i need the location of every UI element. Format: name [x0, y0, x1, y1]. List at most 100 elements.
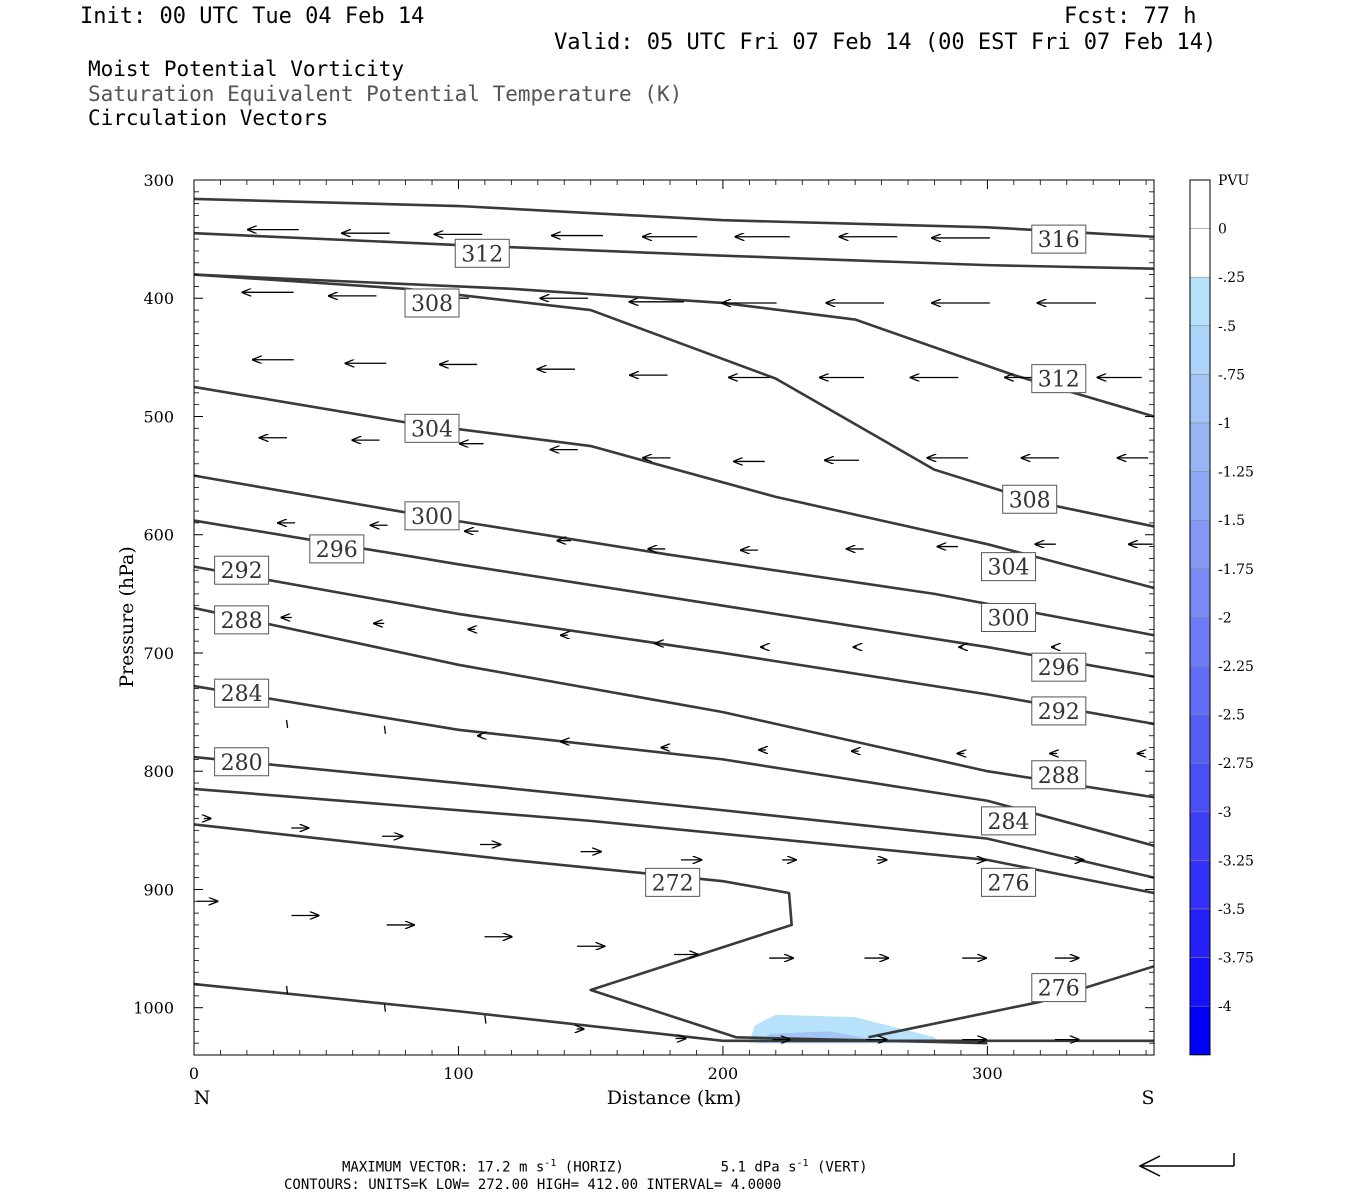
x-axis-left-end: N — [194, 1087, 211, 1109]
forecast-hour: Fcst: 77 h — [1064, 4, 1197, 29]
pv-colorbar: PVU 0 -.25 -.5 -.75 -1 -1.25 -1.5 -1.75 -2 -2.25 -… — [1189, 173, 1254, 1056]
contour-label-text: 288 — [221, 609, 263, 634]
y-tick-label: 800 — [143, 762, 174, 781]
contour-label-box — [981, 806, 1037, 836]
colorbar-swatch — [1189, 665, 1211, 715]
axis-ticks: 300 400 500 600 700 800 900 1000 0 100 200 300 — [133, 171, 1154, 1083]
contour-label-box — [1031, 696, 1087, 726]
contour-label-312: 312 — [1031, 364, 1087, 394]
colorbar-swatch — [1189, 179, 1211, 229]
colorbar-swatch — [1189, 519, 1211, 570]
colorbar-swatch — [1189, 617, 1211, 667]
colorbar-swatch — [1189, 860, 1211, 910]
contour-label-308: 308 — [404, 288, 460, 318]
y-tick-label: 600 — [143, 526, 174, 545]
y-axis-title: Pressure (hPa) — [116, 546, 138, 688]
contour-276 — [193, 787, 1155, 895]
contour-label-text: 276 — [1038, 977, 1080, 1002]
colorbar-label: -3.5 — [1218, 902, 1245, 918]
reference-vector — [1138, 1153, 1235, 1177]
colorbar-frame — [1189, 179, 1211, 1056]
colorbar-swatch — [1189, 471, 1211, 521]
colorbar-label: -2 — [1218, 610, 1232, 626]
max-vector-note: MAXIMUM VECTOR: 17.2 m s-1 (HORIZ) 5.1 d… — [342, 1158, 868, 1176]
contour-label-316: 316 — [1031, 224, 1087, 254]
contour-label-276: 276 — [1031, 973, 1087, 1003]
contour-label-276: 276 — [981, 867, 1037, 897]
contour-288 — [193, 606, 1155, 799]
contour-label-300: 300 — [404, 501, 460, 531]
contour-label-text: 312 — [461, 242, 503, 267]
contour-label-box — [309, 534, 365, 564]
contour-label-text: 272 — [652, 871, 694, 896]
x-tick-label: 100 — [443, 1064, 474, 1083]
contour-label-box — [981, 603, 1037, 632]
contour-label-text: 308 — [1009, 488, 1051, 513]
contour-label-text: 296 — [1038, 656, 1080, 681]
contour-label-text: 284 — [221, 682, 263, 707]
colorbar-label: -.75 — [1218, 367, 1245, 383]
contour-info: CONTOURS: UNITS=K LOW= 272.00 HIGH= 412.… — [284, 1177, 782, 1193]
colorbar-swatch — [1189, 714, 1211, 764]
contour-label-292: 292 — [214, 555, 270, 585]
contour-label-box — [1031, 760, 1087, 790]
colorbar-label: -3.75 — [1218, 951, 1254, 967]
colorbar-swatch — [1189, 811, 1211, 861]
x-tick-label: 0 — [189, 1064, 199, 1083]
contour-label-box — [1031, 973, 1087, 1003]
contour-316 — [193, 197, 1155, 239]
contour-label-box — [454, 238, 510, 268]
contour-label-box — [214, 605, 270, 635]
init-time: Init: 00 UTC Tue 04 Feb 14 — [80, 4, 425, 29]
circulation-vectors — [197, 230, 1153, 1040]
contour-label-box — [1002, 484, 1058, 514]
contour-label-288: 288 — [214, 605, 270, 635]
contour-label-308: 308 — [1002, 484, 1058, 514]
vector-57 — [383, 725, 387, 734]
colorbar-label: -2.25 — [1218, 659, 1254, 675]
contour-label-text: 284 — [988, 810, 1030, 835]
colorbar-unit: PVU — [1218, 173, 1250, 189]
contour-labels: 312 316 308 312 304 308 300 296 304 292 300 288 296 2… — [214, 224, 1087, 1003]
colorbar-label: -2.5 — [1218, 708, 1245, 724]
contour-label-text: 276 — [988, 871, 1030, 896]
contour-272 — [193, 982, 1154, 1043]
contour-label-272: 272 — [645, 867, 701, 897]
colorbar-label: -.5 — [1218, 319, 1236, 335]
y-tick-label: 1000 — [133, 999, 174, 1018]
contour-304 — [193, 385, 1155, 590]
contour-label-box — [645, 867, 701, 897]
y-tick-label: 900 — [143, 880, 174, 899]
x-axis-right-end: S — [1141, 1087, 1154, 1109]
contour-label-text: 280 — [221, 751, 263, 776]
contour-label-text: 296 — [316, 538, 358, 563]
y-tick-label: 700 — [143, 644, 174, 663]
colorbar-swatch — [1189, 228, 1211, 278]
contour-label-300: 300 — [981, 603, 1037, 632]
contour-284 — [193, 684, 1155, 847]
contour-272 — [193, 823, 988, 1045]
colorbar-label: -1.5 — [1218, 513, 1245, 529]
contour-276 — [868, 965, 1155, 1039]
vector-56 — [285, 719, 289, 728]
field-moist-pv: Moist Potential Vorticity — [88, 57, 405, 81]
contour-label-box — [1031, 364, 1087, 394]
colorbar-swatch — [1189, 568, 1211, 618]
contour-label-280: 280 — [214, 747, 270, 777]
contour-label-text: 308 — [411, 292, 453, 317]
contour-label-box — [404, 501, 460, 531]
contour-label-box — [1031, 652, 1087, 682]
vector-86 — [285, 985, 289, 995]
contour-label-304: 304 — [404, 413, 460, 443]
contour-label-296: 296 — [309, 534, 365, 564]
vector-87 — [383, 1003, 387, 1012]
x-tick-label: 300 — [972, 1064, 1003, 1083]
colorbar-swatch — [1189, 1005, 1211, 1056]
colorbar-label: -1.75 — [1218, 562, 1254, 578]
colorbar-label: -3.25 — [1218, 853, 1254, 869]
contour-label-284: 284 — [981, 806, 1037, 836]
field-theta-es: Saturation Equivalent Potential Temperat… — [88, 82, 683, 106]
colorbar-label: 0 — [1218, 222, 1227, 238]
contour-label-284: 284 — [214, 678, 270, 708]
contour-label-box — [1031, 224, 1087, 254]
